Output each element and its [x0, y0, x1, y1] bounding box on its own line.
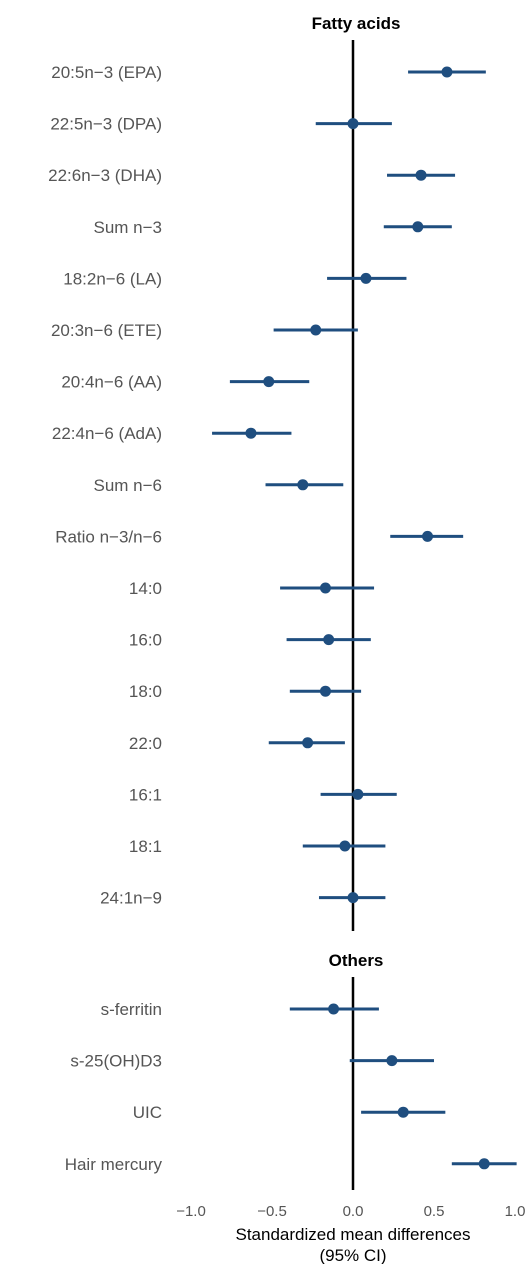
x-tick-label: 0.0 — [343, 1203, 364, 1220]
row-label: UIC — [133, 1103, 162, 1122]
point-estimate — [397, 1106, 409, 1118]
point-estimate — [347, 118, 359, 130]
row-label: 20:3n−6 (ETE) — [51, 321, 162, 340]
x-axis-subtitle: (95% CI) — [319, 1246, 386, 1264]
point-estimate — [360, 272, 372, 284]
point-estimate — [441, 66, 453, 78]
data-marks: 20:5n−3 (EPA) 22:5n−3 (DPA) 22:6n−3 (DHA) S… — [48, 63, 517, 1174]
row-label: 16:1 — [129, 785, 162, 804]
point-estimate — [297, 479, 309, 491]
x-tick-label: −1.0 — [176, 1203, 206, 1220]
point-estimate — [263, 376, 275, 388]
point-estimate — [422, 530, 434, 542]
row-label: Ratio n−3/n−6 — [55, 527, 162, 546]
row-label: 14:0 — [129, 579, 162, 598]
row-label: Sum n−6 — [93, 476, 162, 495]
point-estimate — [310, 324, 322, 336]
row-label: s-25(OH)D3 — [70, 1052, 162, 1071]
point-estimate — [319, 582, 331, 594]
row-label: s-ferritin — [101, 1000, 162, 1019]
point-estimate — [328, 1003, 340, 1015]
row-label: 22:4n−6 (AdA) — [52, 424, 162, 443]
row-label: Sum n−3 — [93, 218, 162, 237]
x-axis-ticks: −1.0 −0.5 0.0 0.5 1.0 — [176, 1203, 525, 1220]
row-label: 22:5n−3 (DPA) — [50, 115, 162, 134]
row-label: 18:2n−6 (LA) — [63, 269, 162, 288]
point-estimate — [478, 1158, 490, 1170]
row-label: 22:0 — [129, 734, 162, 753]
point-estimate — [339, 840, 351, 852]
x-axis-title: Standardized mean differences — [235, 1225, 470, 1244]
point-estimate — [352, 788, 364, 800]
point-estimate — [319, 685, 331, 697]
x-tick-label: 1.0 — [505, 1203, 526, 1220]
row-label: 18:1 — [129, 837, 162, 856]
row-label: 16:0 — [129, 631, 162, 650]
row-label: 18:0 — [129, 682, 162, 701]
row-label: 20:4n−6 (AA) — [61, 373, 162, 392]
point-estimate — [302, 737, 314, 749]
point-estimate — [323, 634, 335, 646]
row-label: 24:1n−9 — [100, 889, 162, 908]
x-tick-label: 0.5 — [424, 1203, 445, 1220]
point-estimate — [347, 892, 359, 904]
point-estimate — [412, 221, 424, 233]
row-label: 22:6n−3 (DHA) — [48, 166, 162, 185]
panel-title-fatty-acids: Fatty acids — [312, 14, 401, 33]
row-label: Hair mercury — [65, 1155, 163, 1174]
row-label: 20:5n−3 (EPA) — [51, 63, 162, 82]
point-estimate — [386, 1055, 398, 1067]
point-estimate — [245, 427, 257, 439]
point-estimate — [415, 169, 427, 181]
x-tick-label: −0.5 — [257, 1203, 287, 1220]
panel-title-others: Others — [329, 951, 384, 970]
